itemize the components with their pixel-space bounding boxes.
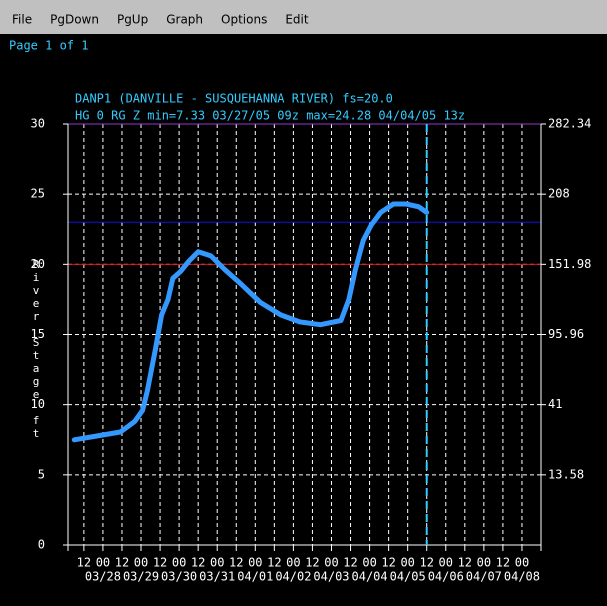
x-tick-label: 00 <box>362 556 376 570</box>
menu-item[interactable]: Options <box>221 13 267 27</box>
menu-bar: File PgDown PgUp Graph Options Edit <box>12 13 309 27</box>
x-tick-label: 00 <box>96 556 110 570</box>
y2-tick-label: 13.58 <box>548 467 584 481</box>
y-tick-label: 25 <box>31 187 45 201</box>
menu-item[interactable]: File <box>12 13 32 27</box>
x-tick-label: 12 <box>343 556 357 570</box>
x-tick-label: 12 <box>267 556 281 570</box>
x-tick-label: 00 <box>286 556 300 570</box>
x-tick-label: 00 <box>248 556 262 570</box>
y-tick-label: 15 <box>31 327 45 341</box>
x-tick-label: 00 <box>134 556 148 570</box>
menu-item[interactable]: PgUp <box>117 13 148 27</box>
x-date-label: 03/28 <box>85 570 121 584</box>
y-tick-label: 0 <box>38 538 45 552</box>
x-tick-label: 12 <box>381 556 395 570</box>
x-tick-label: 12 <box>229 556 243 570</box>
x-date-label: 04/02 <box>275 570 311 584</box>
x-tick-label: 00 <box>515 556 529 570</box>
x-date-label: 04/08 <box>504 570 540 584</box>
x-tick-label: 12 <box>153 556 167 570</box>
x-tick-label: 00 <box>324 556 338 570</box>
y2-tick-label: 208 <box>548 187 570 201</box>
stage-line <box>71 201 430 443</box>
y-tick-label: 5 <box>38 467 45 481</box>
y-tick-label: 10 <box>31 397 45 411</box>
x-tick-label: 12 <box>458 556 472 570</box>
y2-tick-label: 282.34 <box>548 117 591 131</box>
y2-tick-label: 41 <box>548 397 562 411</box>
x-date-label: 04/03 <box>313 570 349 584</box>
x-tick-label: 12 <box>77 556 91 570</box>
x-tick-label: 12 <box>115 556 129 570</box>
menu-item[interactable]: PgDown <box>50 13 99 27</box>
x-date-label: 04/01 <box>237 570 273 584</box>
x-date-label: 03/29 <box>123 570 159 584</box>
x-tick-label: 00 <box>400 556 414 570</box>
y2-tick-label: 95.96 <box>548 327 584 341</box>
chart-subtitle: HG 0 RG Z min=7.33 03/27/05 09z max=24.2… <box>75 109 465 123</box>
x-tick-label: 00 <box>172 556 186 570</box>
x-tick-label: 12 <box>305 556 319 570</box>
x-date-label: 03/31 <box>199 570 235 584</box>
x-date-label: 04/05 <box>390 570 426 584</box>
page-label: Page 1 of 1 <box>9 39 88 53</box>
x-date-label: 04/07 <box>466 570 502 584</box>
menu-item[interactable]: Edit <box>285 13 309 27</box>
y-axis-label: River Stage ft <box>30 258 43 440</box>
x-date-label: 04/06 <box>428 570 464 584</box>
chart-title: DANP1 (DANVILLE - SUSQUEHANNA RIVER) fs=… <box>75 92 393 106</box>
x-tick-label: 12 <box>191 556 205 570</box>
x-date-label: 03/30 <box>161 570 197 584</box>
y-tick-label: 30 <box>31 117 45 131</box>
x-tick-label: 12 <box>419 556 433 570</box>
x-tick-label: 00 <box>477 556 491 570</box>
menu-item[interactable]: Graph <box>166 13 203 27</box>
y2-tick-label: 151.98 <box>548 257 591 271</box>
x-tick-label: 00 <box>210 556 224 570</box>
x-tick-label: 12 <box>496 556 510 570</box>
x-tick-label: 00 <box>439 556 453 570</box>
y-tick-label: 20 <box>31 257 45 271</box>
x-date-label: 04/04 <box>352 570 388 584</box>
